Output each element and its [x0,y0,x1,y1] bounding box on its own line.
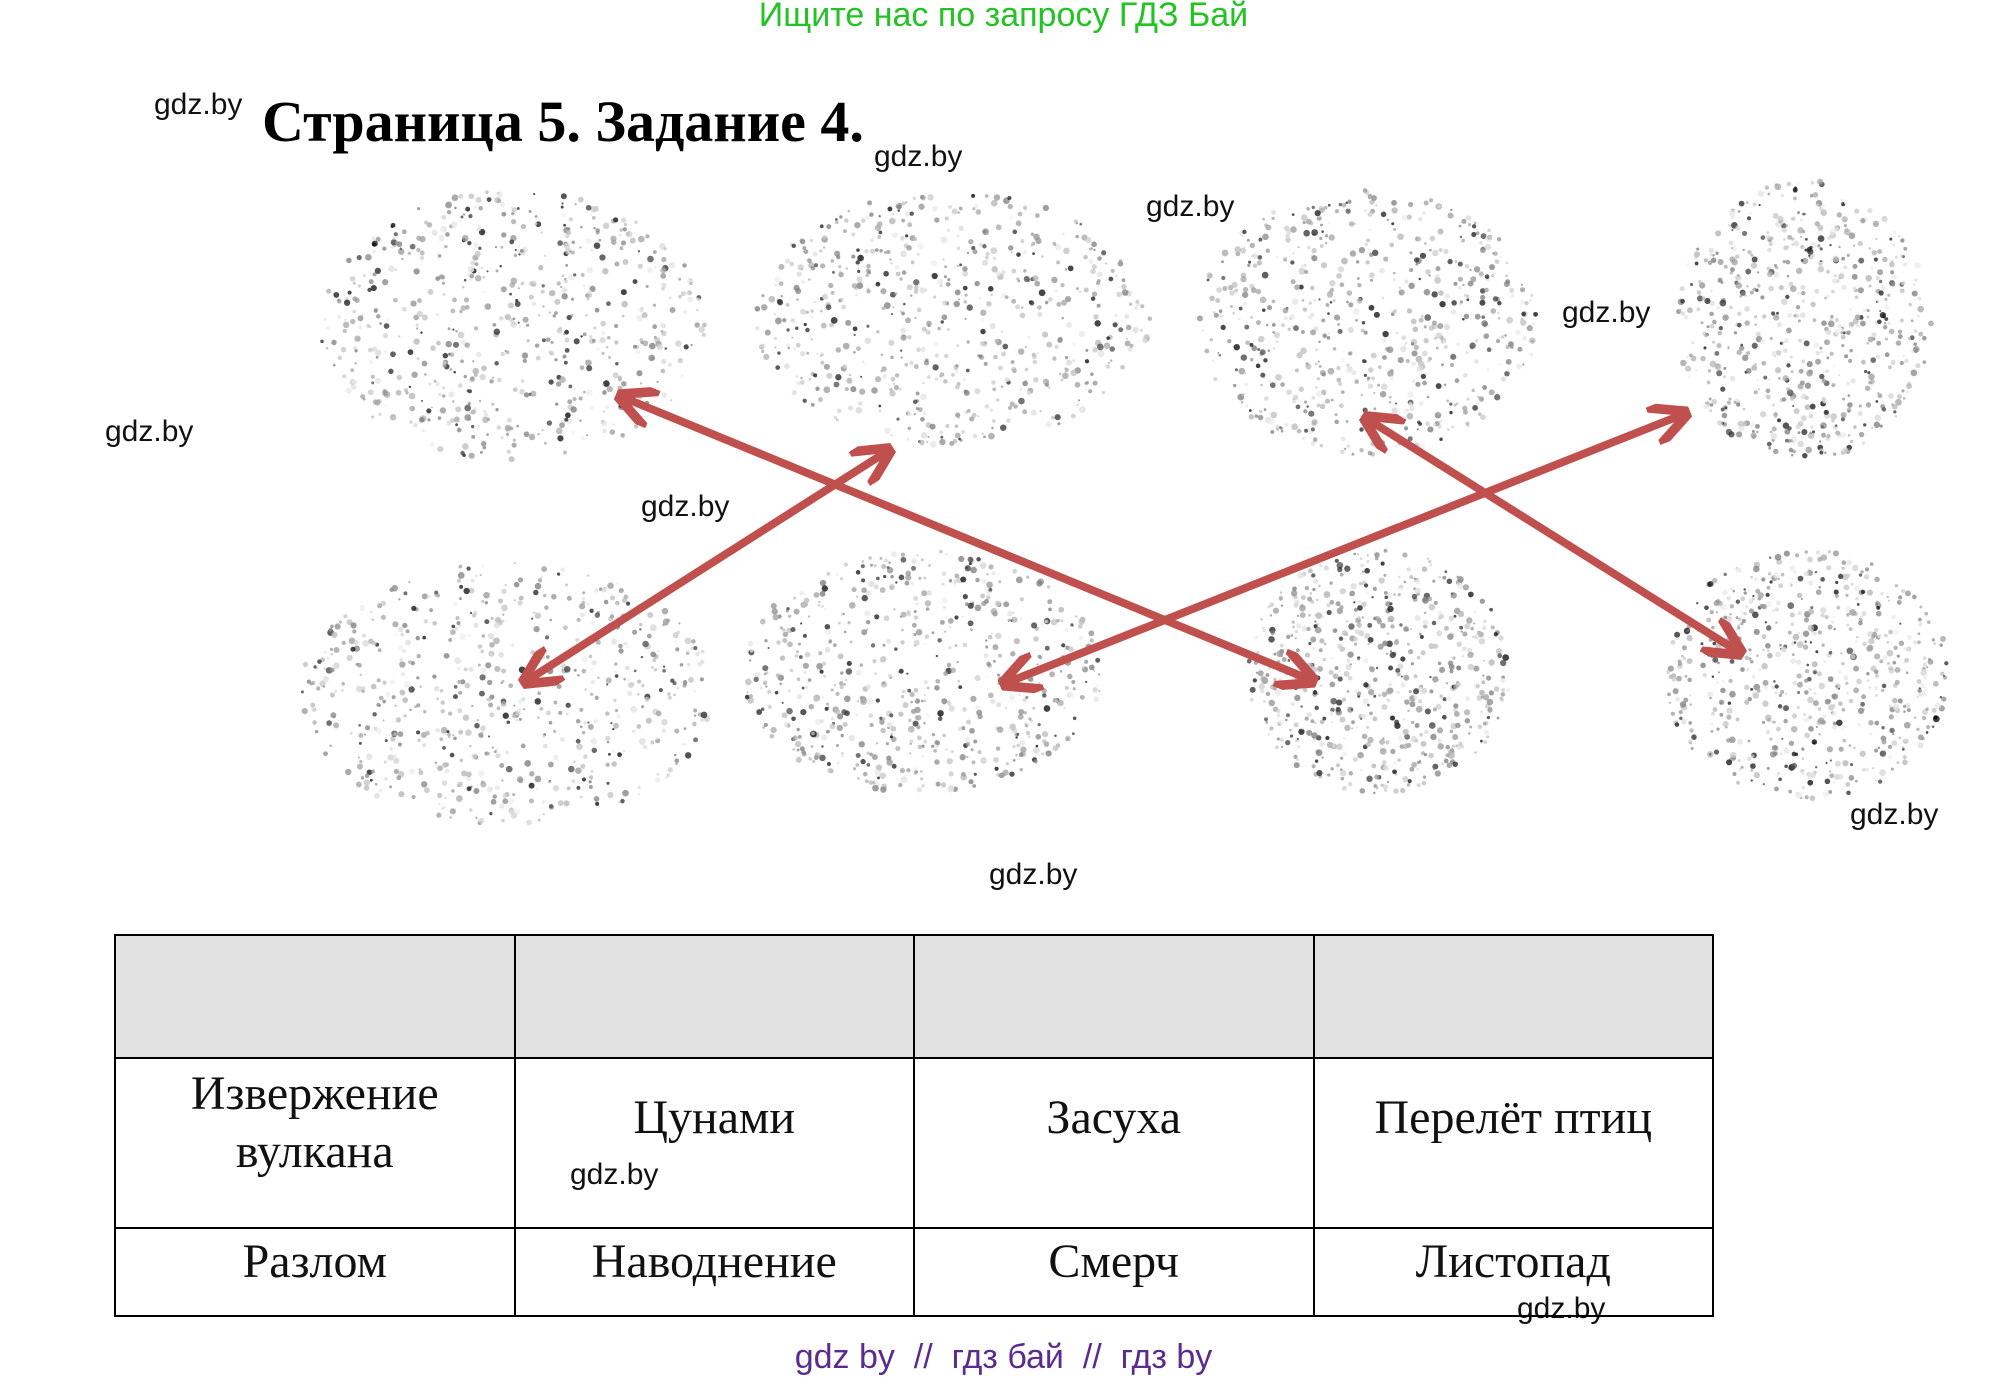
cell-bird-migration: Перелёт птиц [1312,1057,1714,1229]
watermark: gdz.by [874,140,963,173]
watermark: gdz.by [641,490,730,523]
watermark: gdz.by [154,88,243,121]
header-cell [1312,934,1714,1059]
picture-fault [300,562,711,826]
cell-volcano: Извержение вулкана [114,1057,516,1229]
watermark: gdz.by [105,415,194,448]
table-row: Извержение вулкана Цунами Засуха Перелёт… [114,1057,1714,1229]
footer-links: gdz by // гдз бай // гдз by [794,1338,1213,1376]
cell-flood: Наводнение [513,1227,915,1317]
promo-banner: Ищите нас по запросу ГДЗ Бай [758,0,1249,34]
header-cell [913,934,1315,1059]
picture-volcano [320,190,707,463]
cell-tornado: Смерч [913,1227,1315,1317]
double-arrow [1372,422,1734,649]
picture-tsunami [754,193,1152,448]
picture-drought [1196,188,1538,457]
cell-fault: Разлом [114,1227,516,1317]
answer-table: Извержение вулкана Цунами Засуха Перелёт… [114,934,1714,1317]
cell-drought: Засуха [913,1057,1315,1229]
page-title: Страница 5. Задание 4. [262,89,864,154]
cell-tsunami: Цунами [513,1057,915,1229]
picture-bird-migration [1676,178,1934,459]
picture-leaf-fall [1666,550,1949,801]
watermark: gdz.by [1146,190,1235,223]
double-arrow [627,399,1306,678]
header-cell [513,934,915,1059]
arrows-group [531,399,1734,681]
watermark: gdz.by [989,858,1078,891]
watermark: gdz.by [1562,296,1651,329]
picture-flood [744,549,1101,793]
double-arrow [531,454,883,678]
table-row: Разлом Наводнение Смерч Листопад [114,1227,1714,1317]
table-header-row [114,934,1714,1059]
watermark: gdz.by [1850,798,1939,831]
header-cell [114,934,516,1059]
picture-group [300,178,1949,826]
cell-leaf-fall: Листопад [1312,1227,1714,1317]
